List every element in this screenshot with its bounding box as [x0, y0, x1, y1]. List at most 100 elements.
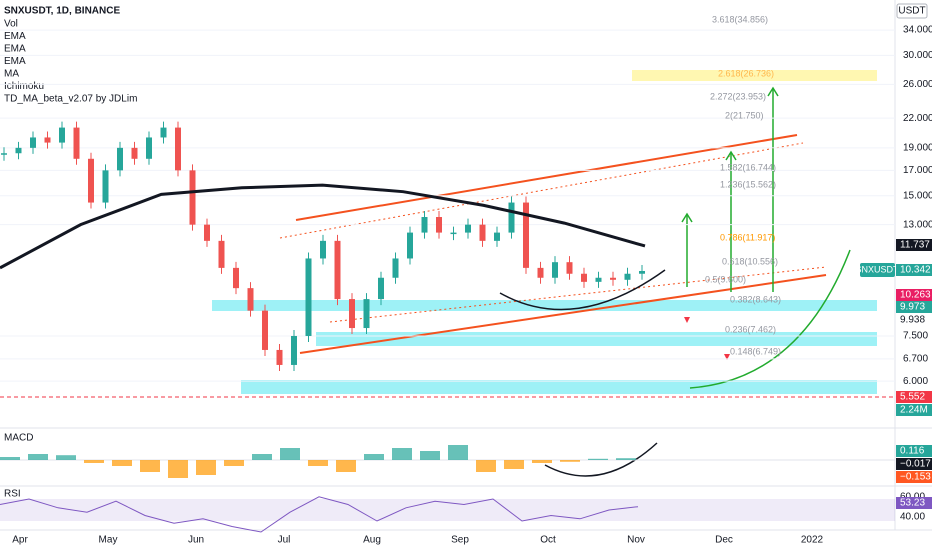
macd-bar [616, 458, 636, 460]
candle [30, 137, 36, 148]
indicator-label: EMA [4, 56, 26, 67]
candle [450, 232, 457, 235]
target-arrows [681, 86, 779, 292]
candle [233, 267, 239, 289]
y-tick-label: 19.000 [903, 142, 932, 153]
indicator-label: EMA [4, 44, 26, 55]
indicator-label: TD_MA_beta_v2.07 by JDLim [4, 94, 137, 105]
candle [204, 224, 210, 241]
candle [465, 224, 471, 233]
indicator-label: Ichimoku [4, 81, 44, 92]
indicator-label: MA [4, 69, 19, 80]
macd-tag-box [896, 445, 932, 457]
time-label: Apr [12, 535, 28, 546]
candle [595, 277, 602, 282]
candle [378, 277, 384, 300]
macd-bar [532, 460, 552, 463]
candle [624, 273, 631, 280]
time-label: Dec [715, 535, 733, 546]
macd-bar [140, 460, 160, 472]
candle [392, 258, 399, 278]
macd-bar [56, 455, 76, 460]
macd-value: −0.153 [900, 472, 931, 483]
candle [160, 127, 167, 138]
candle [218, 240, 225, 268]
macd-tag-box [896, 471, 932, 483]
candle [189, 170, 196, 225]
channel-line [295, 134, 798, 221]
rsi-line [0, 496, 639, 533]
series-tag: SNXUSDT [855, 264, 899, 274]
macd-bar [112, 460, 132, 466]
macd-bar [476, 460, 496, 472]
time-label: May [99, 535, 118, 546]
candle [15, 147, 22, 154]
macd-title: MACD [4, 433, 33, 444]
candle [610, 277, 616, 280]
candle [276, 349, 283, 365]
rsi-band [0, 499, 895, 521]
macd-bar [196, 460, 216, 475]
candle [334, 240, 341, 300]
candle [407, 232, 413, 259]
candle [131, 147, 138, 159]
candle [102, 170, 109, 203]
y-tick-label: 34.000 [903, 25, 932, 36]
macd-bar [168, 460, 188, 478]
macd-bar [308, 460, 328, 466]
candle [349, 299, 355, 329]
fib-label: 0.236(7.462) [725, 324, 776, 334]
currency-box [896, 3, 928, 19]
currency: USDT [898, 6, 925, 17]
candle [247, 288, 254, 311]
time-label: Oct [540, 535, 556, 546]
y-tick-label: 30.000 [903, 50, 932, 61]
candle [363, 299, 370, 329]
candle [523, 202, 529, 268]
candle [552, 262, 558, 278]
macd-bar [588, 458, 608, 460]
fib-label: 0.786(11.917) [720, 232, 775, 242]
price-tag-box [896, 391, 932, 403]
macd-bar [336, 460, 356, 472]
macd-bar [504, 460, 524, 469]
fib-label: 3.618(34.856) [712, 14, 768, 24]
fib-label: 0.5(9.600) [705, 274, 746, 284]
y-tick-label: 6.700 [903, 353, 928, 364]
indicator-label: EMA [4, 31, 26, 42]
time-label: Jun [188, 535, 204, 546]
price-tag-box [896, 264, 932, 276]
support-zone [241, 380, 877, 394]
macd-bar [560, 460, 580, 462]
macd-bar [84, 460, 104, 463]
price-tag-box [896, 239, 932, 251]
time-label: Nov [627, 535, 645, 546]
macd-bar [420, 451, 440, 460]
channel-line [299, 274, 827, 354]
indicator-label: Vol [4, 19, 18, 30]
candle [581, 273, 587, 282]
y-tick-label: 17.000 [903, 165, 932, 176]
macd-bar [280, 448, 300, 460]
macd-value: −0.017 [900, 459, 931, 470]
channel-line [279, 142, 804, 239]
macd-bar [28, 454, 48, 460]
fib-label: 2.272(23.953) [710, 91, 766, 101]
y-tick-label: 22.000 [903, 113, 932, 124]
macd-bar [252, 454, 272, 460]
candle [146, 137, 152, 159]
price-tag: 9.973 [900, 302, 925, 313]
time-label: Jul [278, 535, 291, 546]
down-arrows [684, 317, 730, 360]
y-tick-label: 7.500 [903, 331, 928, 342]
fib-label: 2(21.750) [725, 110, 764, 120]
macd-value: 0.116 [900, 446, 925, 457]
price-tag: 10.263 [900, 290, 931, 301]
candle [73, 127, 80, 159]
candle [88, 158, 94, 203]
rsi-title: RSI [4, 489, 21, 500]
candle [262, 310, 268, 350]
fib-label: 2.618(26.736) [718, 68, 774, 78]
